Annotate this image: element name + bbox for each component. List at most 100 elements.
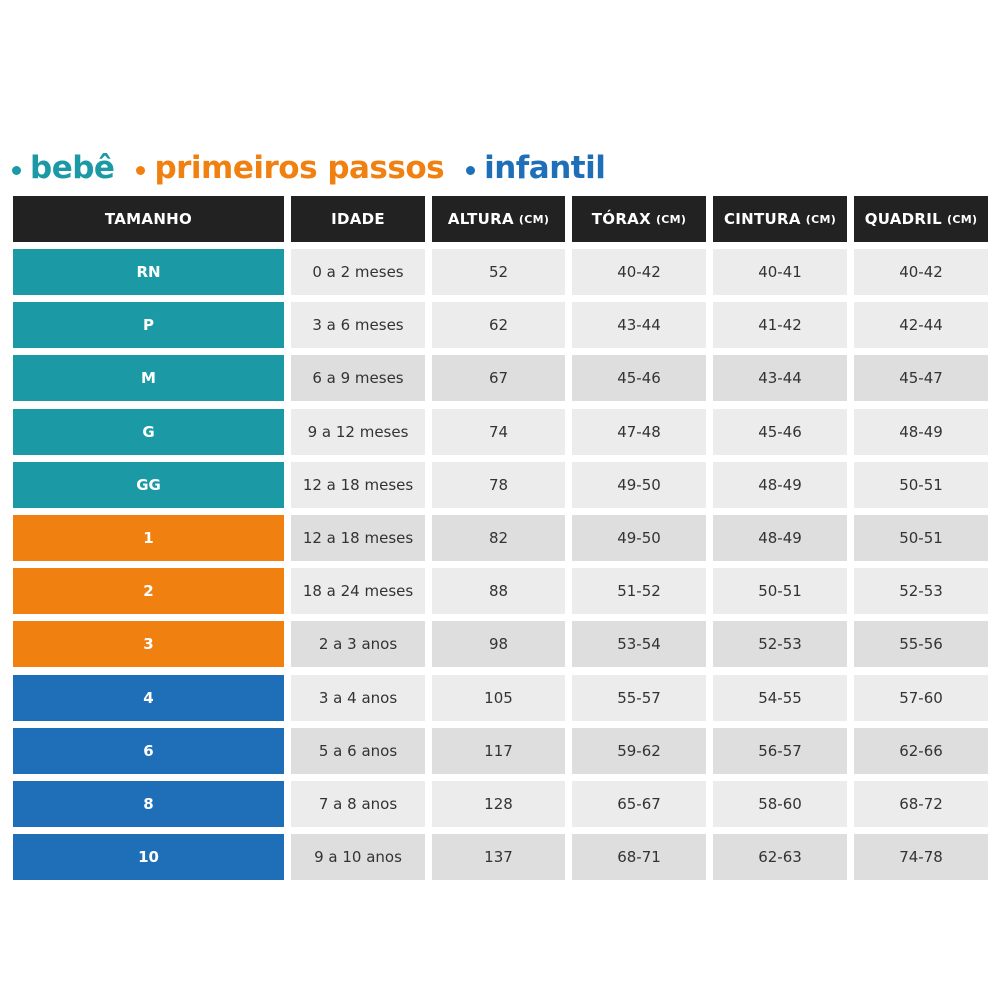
- table-row: GG 12 a 18 meses 78 49-50 48-49 50-51: [13, 461, 988, 508]
- table-cell: 3 a 4 anos: [291, 674, 425, 721]
- table-cell: 62: [432, 302, 565, 349]
- table-cell: 78: [432, 461, 565, 508]
- legend-item: infantil: [466, 150, 606, 186]
- size-cell: 1: [13, 514, 284, 561]
- table-cell: 48-49: [854, 408, 988, 455]
- table-cell: 41-42: [713, 302, 847, 349]
- table-cell: 88: [432, 568, 565, 615]
- table-cell: 48-49: [713, 514, 847, 561]
- table-cell: 5 a 6 anos: [291, 727, 425, 774]
- table-cell: 65-67: [572, 780, 706, 827]
- table-cell: 12 a 18 meses: [291, 461, 425, 508]
- table-cell: 56-57: [713, 727, 847, 774]
- column-header: TÓRAX (CM): [572, 196, 706, 242]
- bullet-icon: [12, 165, 21, 175]
- size-cell: 3: [13, 621, 284, 668]
- table-cell: 55-57: [572, 674, 706, 721]
- size-cell: 6: [13, 727, 284, 774]
- table-cell: 9 a 12 meses: [291, 408, 425, 455]
- table-cell: 49-50: [572, 461, 706, 508]
- column-label: IDADE: [331, 210, 385, 228]
- table-cell: 117: [432, 727, 565, 774]
- table-cell: 98: [432, 621, 565, 668]
- size-cell: 2: [13, 568, 284, 615]
- table-cell: 9 a 10 anos: [291, 834, 425, 881]
- legend-item: primeiros passos: [136, 150, 445, 186]
- column-label: ALTURA: [447, 210, 514, 228]
- legend-item: bebê: [12, 150, 115, 186]
- column-header: TAMANHO: [13, 196, 284, 242]
- column-label: TAMANHO: [104, 210, 193, 228]
- table-cell: 57-60: [854, 674, 988, 721]
- table-cell: 82: [432, 514, 565, 561]
- column-label: QUADRIL: [864, 210, 943, 228]
- column-unit: (CM): [947, 212, 978, 226]
- table-cell: 45-46: [713, 408, 847, 455]
- table-cell: 50-51: [713, 568, 847, 615]
- table-cell: 52-53: [854, 568, 988, 615]
- table-cell: 0 a 2 meses: [291, 249, 425, 295]
- table-cell: 74: [432, 408, 565, 455]
- size-cell: RN: [13, 249, 284, 295]
- table-cell: 52: [432, 249, 565, 295]
- table-cell: 49-50: [572, 514, 706, 561]
- column-label: CINTURA: [723, 210, 801, 228]
- table-cell: 67: [432, 355, 565, 402]
- legend-label: bebê: [30, 150, 115, 186]
- column-header: IDADE: [291, 196, 425, 242]
- size-chart-table: TAMANHO IDADE ALTURA (CM) TÓRAX (CM) CINTURA (C…: [13, 196, 988, 887]
- table-cell: 43-44: [713, 355, 847, 402]
- legend-label: infantil: [484, 150, 606, 186]
- table-cell: 7 a 8 anos: [291, 780, 425, 827]
- table-cell: 12 a 18 meses: [291, 514, 425, 561]
- column-header: QUADRIL (CM): [854, 196, 988, 242]
- table-row: 1 12 a 18 meses 82 49-50 48-49 50-51: [13, 514, 988, 561]
- table-cell: 68-72: [854, 780, 988, 827]
- table-cell: 40-41: [713, 249, 847, 295]
- bullet-icon: [466, 165, 476, 175]
- table-cell: 18 a 24 meses: [291, 568, 425, 615]
- size-cell: 10: [13, 834, 284, 881]
- table-cell: 62-63: [713, 834, 847, 881]
- table-cell: 105: [432, 674, 565, 721]
- column-label: TÓRAX: [591, 210, 651, 228]
- column-header: ALTURA (CM): [432, 196, 565, 242]
- table-cell: 54-55: [713, 674, 847, 721]
- table-row: 10 9 a 10 anos 137 68-71 62-63 74-78: [13, 834, 988, 881]
- legend-label: primeiros passos: [154, 150, 445, 186]
- table-cell: 59-62: [572, 727, 706, 774]
- table-cell: 53-54: [572, 621, 706, 668]
- table-cell: 45-46: [572, 355, 706, 402]
- table-cell: 43-44: [572, 302, 706, 349]
- table-cell: 42-44: [854, 302, 988, 349]
- size-cell: 4: [13, 674, 284, 721]
- table-cell: 2 a 3 anos: [291, 621, 425, 668]
- table-header: TAMANHO IDADE ALTURA (CM) TÓRAX (CM) CINTURA (C…: [13, 196, 988, 242]
- table-cell: 48-49: [713, 461, 847, 508]
- table-cell: 47-48: [572, 408, 706, 455]
- column-unit: (CM): [518, 212, 550, 226]
- table-cell: 40-42: [572, 249, 706, 295]
- column-unit: (CM): [805, 212, 837, 226]
- size-cell: M: [13, 355, 284, 402]
- size-group-legend: bebê primeiros passos infantil: [12, 146, 627, 190]
- table-cell: 52-53: [713, 621, 847, 668]
- table-row: RN 0 a 2 meses 52 40-42 40-41 40-42: [13, 249, 988, 295]
- table-cell: 62-66: [854, 727, 988, 774]
- table-cell: 128: [432, 780, 565, 827]
- table-cell: 68-71: [572, 834, 706, 881]
- table-cell: 58-60: [713, 780, 847, 827]
- size-cell: 8: [13, 780, 284, 827]
- column-unit: (CM): [655, 212, 687, 226]
- table-row: 2 18 a 24 meses 88 51-52 50-51 52-53: [13, 568, 988, 615]
- table-cell: 51-52: [572, 568, 706, 615]
- table-cell: 45-47: [854, 355, 988, 402]
- column-header: CINTURA (CM): [713, 196, 847, 242]
